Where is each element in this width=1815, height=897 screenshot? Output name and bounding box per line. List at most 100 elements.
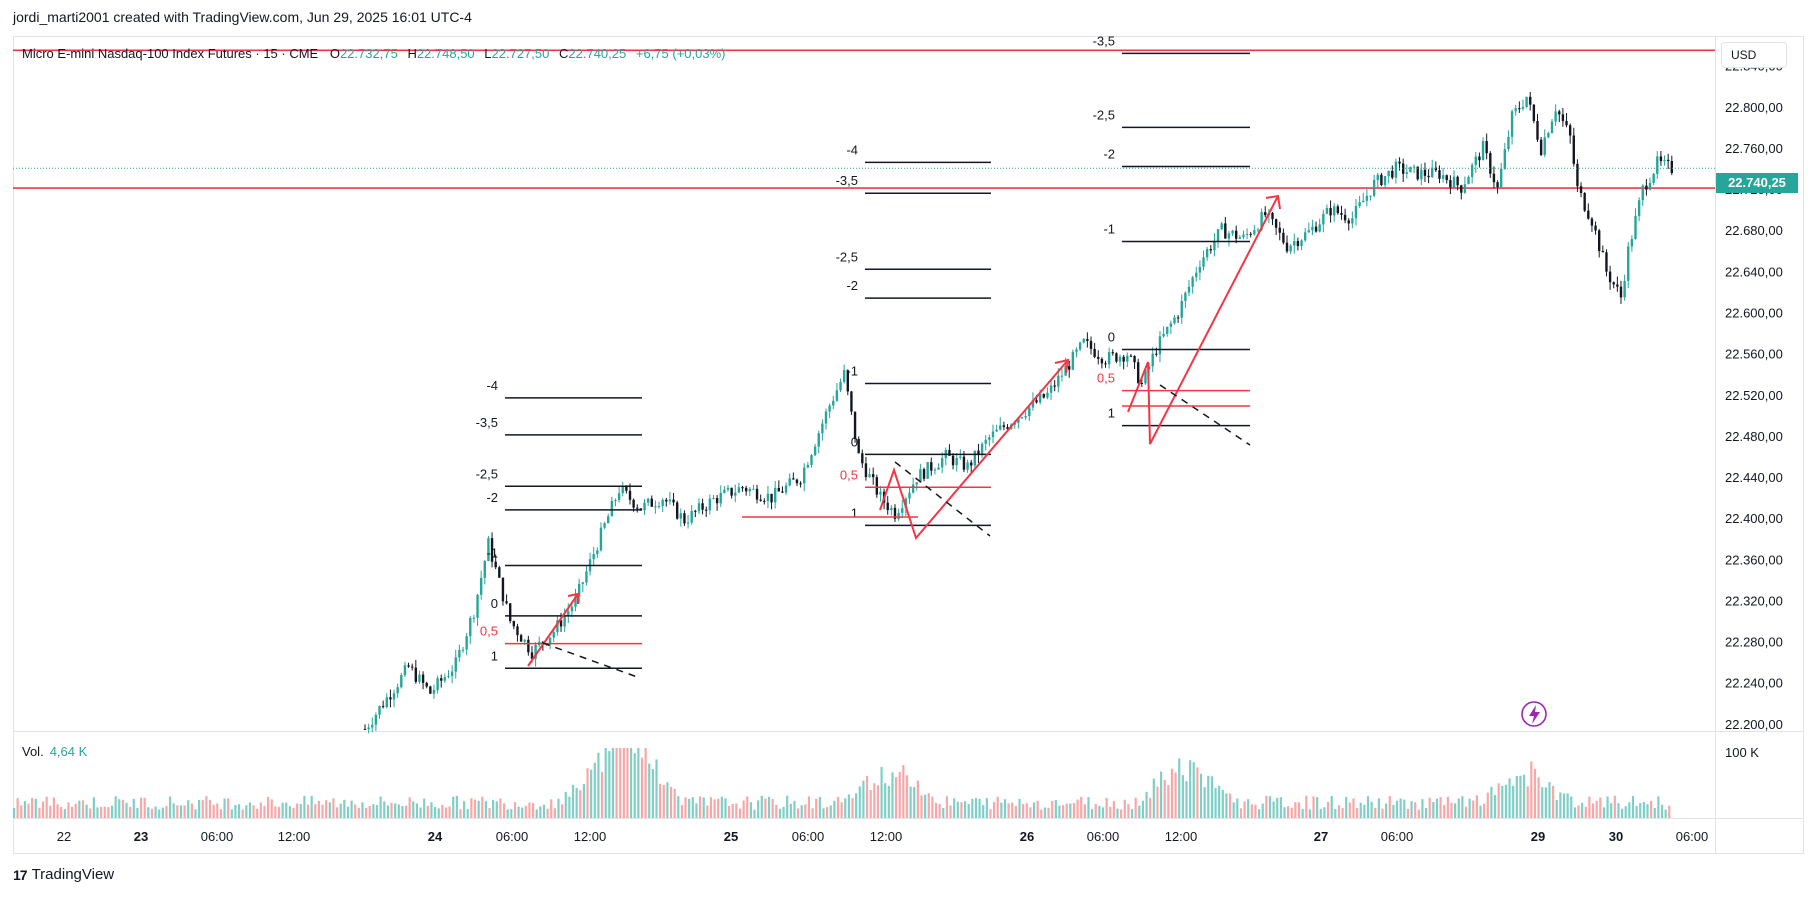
candle-body	[1042, 393, 1046, 398]
candle-body	[1420, 169, 1423, 180]
volume-bar	[1588, 796, 1591, 818]
volume-bar	[644, 748, 647, 818]
volume-bar	[1072, 803, 1076, 818]
volume-bar	[1330, 795, 1333, 818]
candle-body	[1485, 141, 1488, 154]
candle-body	[1594, 225, 1597, 231]
volume-legend[interactable]: Vol. 4,64 K	[22, 744, 87, 759]
volume-bar	[550, 799, 553, 818]
time-tick-label: 12:00	[278, 829, 311, 844]
symbol-legend[interactable]: Micro E-mini Nasdaq-100 Index Futures · …	[22, 46, 725, 61]
volume-bar	[1105, 797, 1108, 818]
volume-bar	[1512, 785, 1515, 818]
volume-bar	[495, 801, 498, 818]
volume-bar	[223, 798, 226, 818]
volume-bar	[542, 804, 546, 818]
volume-bar	[158, 809, 161, 818]
fib-level-label: -2	[1103, 146, 1115, 161]
volume-bar	[1370, 801, 1373, 818]
candle-body	[1398, 161, 1401, 164]
candle-body	[1209, 249, 1212, 251]
volume-bar	[931, 796, 934, 818]
volume-bar	[1501, 785, 1504, 818]
price-tick-label: 22.320,00	[1725, 593, 1783, 608]
candle-body	[777, 487, 781, 492]
volume-bar	[52, 797, 56, 818]
volume-bar	[1595, 800, 1598, 818]
candle-body	[1481, 141, 1485, 161]
candle-body	[1601, 250, 1605, 253]
volume-bar	[510, 809, 513, 818]
open-label: O	[329, 46, 340, 61]
candle-body	[821, 423, 824, 434]
volume-bar	[397, 804, 400, 818]
candle-body	[1565, 120, 1568, 126]
candle-body	[1365, 195, 1369, 201]
candle-body	[643, 502, 646, 511]
volume-bar	[1141, 800, 1145, 818]
candle-body	[991, 431, 995, 438]
time-tick-label: 06:00	[1381, 829, 1414, 844]
volume-bar	[1435, 798, 1439, 818]
volume-bar	[346, 806, 350, 818]
volume-bar	[1541, 787, 1544, 818]
candle-body	[755, 488, 759, 500]
volume-bar	[666, 782, 669, 818]
candle-body	[966, 462, 969, 470]
pane-separator[interactable]	[13, 731, 1804, 732]
volume-bar	[945, 796, 949, 818]
volume-bar	[441, 804, 444, 818]
candle-body	[646, 498, 650, 503]
candle-body	[1289, 245, 1292, 252]
price-tick-label: 22.440,00	[1725, 470, 1783, 485]
candle-body	[1191, 277, 1194, 287]
candle-body	[1118, 356, 1122, 362]
volume-bar	[1617, 803, 1620, 818]
volume-bar	[118, 799, 121, 818]
volume-bar	[12, 808, 16, 818]
volume-bar	[684, 797, 687, 818]
candle-body	[846, 370, 849, 392]
volume-bar	[1613, 795, 1616, 818]
candle-body	[1380, 174, 1383, 185]
volume-bar	[205, 796, 208, 818]
candle-body	[1539, 139, 1543, 155]
volume-bar	[633, 753, 636, 818]
symbol-name[interactable]: Micro E-mini Nasdaq-100 Index Futures · …	[22, 46, 319, 61]
volume-bar	[310, 795, 313, 818]
volume-bar	[742, 800, 745, 818]
footer-brand[interactable]: 17 TradingView	[13, 866, 114, 883]
volume-bar	[463, 801, 466, 818]
volume-label: Vol.	[22, 744, 44, 759]
volume-bar	[335, 807, 339, 818]
candle-body	[1514, 108, 1517, 112]
volume-bar	[1221, 789, 1224, 818]
fib-level-label: 1	[851, 505, 858, 520]
volume-bar	[1664, 809, 1667, 818]
volume-bar	[372, 804, 375, 818]
lightning-icon[interactable]	[1521, 701, 1547, 727]
volume-bar	[1149, 797, 1152, 818]
volume-bar	[1138, 805, 1141, 818]
volume-bar	[100, 807, 103, 818]
volume-bar	[1646, 804, 1649, 818]
volume-bar	[85, 804, 88, 818]
candle-body	[962, 456, 966, 470]
brand-name: TradingView	[31, 866, 115, 883]
candle-body	[632, 499, 635, 508]
volume-bar	[1323, 807, 1326, 818]
candle-body	[1122, 356, 1125, 362]
candle-body	[552, 632, 555, 638]
candle-body	[1075, 349, 1078, 352]
currency-button[interactable]: USD	[1721, 42, 1787, 68]
candle-body	[440, 678, 443, 681]
volume-bar	[1483, 803, 1486, 818]
candle-body	[1670, 161, 1673, 174]
candle-body	[1572, 135, 1575, 164]
volume-bar	[1101, 807, 1105, 818]
volume-bar	[865, 776, 869, 818]
volume-bar	[608, 751, 611, 818]
candle-body	[1358, 202, 1361, 206]
candle-body	[1445, 175, 1448, 181]
